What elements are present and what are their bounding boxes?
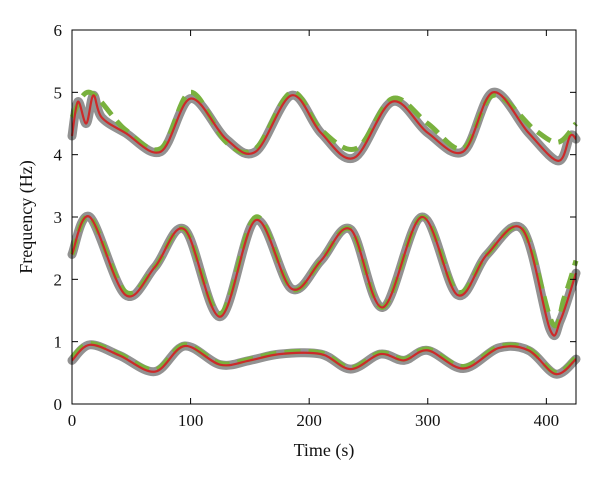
series-lines bbox=[69, 89, 579, 376]
estimate-line-low bbox=[71, 343, 577, 376]
y-tick-label: 5 bbox=[54, 83, 63, 102]
y-tick-label: 2 bbox=[54, 270, 63, 289]
y-tick-label: 6 bbox=[54, 21, 63, 40]
axis-ticks: 0 100 200 300 400 0 1 2 3 4 5 6 bbox=[54, 21, 576, 430]
estimate-line-high bbox=[70, 91, 577, 162]
y-tick-label: 0 bbox=[54, 395, 63, 414]
reference-line-high bbox=[69, 89, 578, 156]
x-axis-label: Time (s) bbox=[294, 440, 355, 461]
x-tick-label: 400 bbox=[534, 411, 560, 430]
x-tick-label: 300 bbox=[415, 411, 441, 430]
x-tick-label: 200 bbox=[296, 411, 322, 430]
x-tick-label: 100 bbox=[178, 411, 204, 430]
y-axis-label: Frequency (Hz) bbox=[16, 160, 37, 273]
x-tick-label: 0 bbox=[68, 411, 77, 430]
estimate-line-middle bbox=[70, 215, 578, 337]
y-tick-label: 1 bbox=[54, 333, 63, 352]
y-tick-label: 4 bbox=[54, 146, 63, 165]
y-tick-label: 3 bbox=[54, 208, 63, 227]
